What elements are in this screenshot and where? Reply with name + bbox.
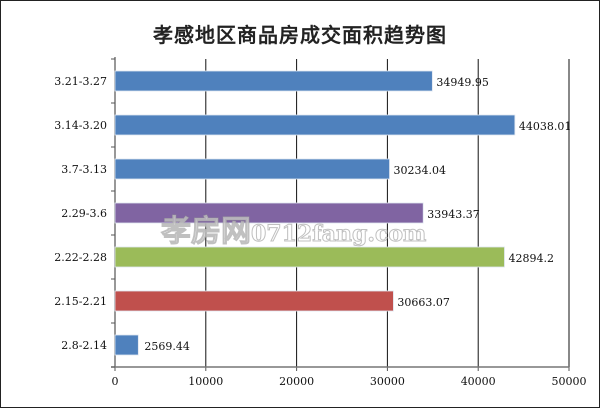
bar (114, 246, 505, 268)
y-tick-label: 3.21-3.27 (54, 75, 107, 88)
y-tick-label: 3.7-3.13 (61, 163, 107, 176)
data-label: 42894.2 (508, 252, 554, 265)
bar (114, 158, 390, 180)
y-tick-label: 2.8-2.14 (61, 339, 107, 352)
bar (114, 290, 394, 312)
x-tick-label: 50000 (552, 375, 587, 388)
x-tick-label: 10000 (188, 375, 223, 388)
x-tick-label: 0 (112, 375, 119, 388)
data-label: 30663.07 (397, 296, 450, 309)
y-tick-label: 2.22-2.28 (54, 251, 107, 264)
data-label: 2569.44 (144, 340, 190, 353)
data-label: 34949.95 (436, 76, 489, 89)
bar (114, 70, 433, 92)
data-label: 33943.37 (427, 208, 480, 221)
bar (114, 334, 139, 356)
bar (114, 202, 424, 224)
chart-title: 孝感地区商品房成交面积趋势图 (153, 23, 447, 47)
data-label: 44038.01 (519, 120, 572, 133)
bar (114, 114, 516, 136)
x-tick-label: 20000 (279, 375, 314, 388)
x-tick-label: 30000 (370, 375, 405, 388)
x-tick-label: 40000 (461, 375, 496, 388)
y-tick-label: 2.29-3.6 (61, 207, 107, 220)
y-tick-label: 3.14-3.20 (54, 119, 107, 132)
data-label: 30234.04 (394, 164, 447, 177)
y-tick-label: 2.15-2.21 (54, 295, 107, 308)
